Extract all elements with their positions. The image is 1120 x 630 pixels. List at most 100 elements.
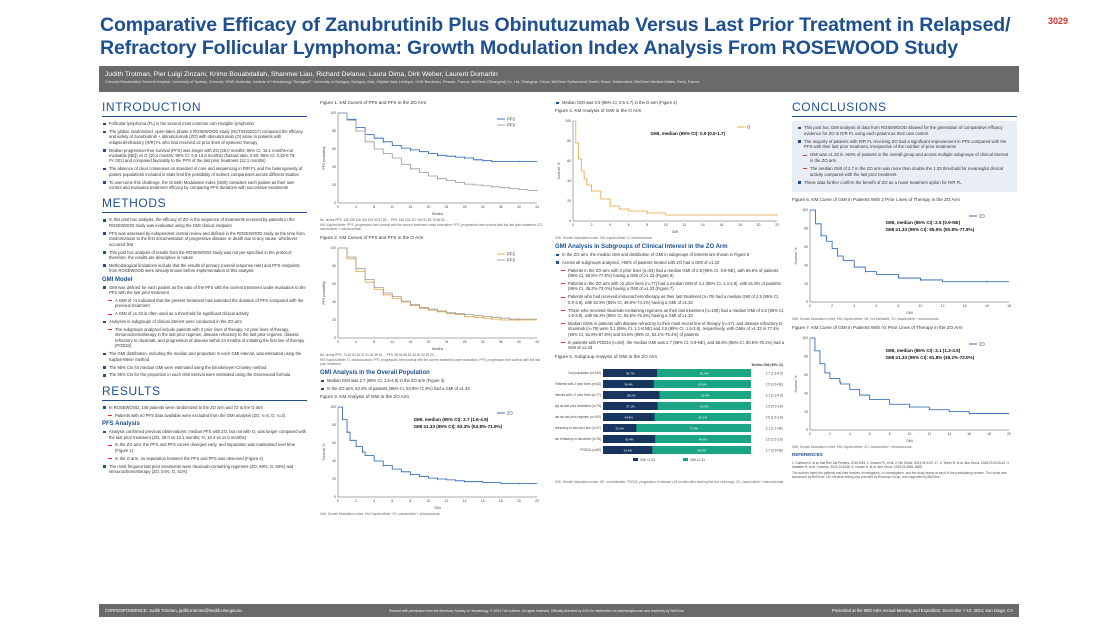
bar-gmi-low-label: 37.1% <box>626 404 635 408</box>
figure-3-caption: Figure 3. KM Analysis of GMI in the ZO A… <box>320 393 410 399</box>
x-axis-label: GMI <box>672 230 678 234</box>
bar-gmi-low-label: 33.4% <box>623 448 632 452</box>
intro-list: Follicular lymphoma (FL) is the second m… <box>102 121 307 190</box>
bullet-item: The most frequent last prior treatments … <box>102 464 307 475</box>
x-tick-label: 40 <box>517 340 521 344</box>
legend-label: PFS <box>507 116 515 121</box>
bar-gmi-high-label: 63.3% <box>700 371 709 375</box>
figure-4-chart: 0 20 40 60 80 100 0 2 4 6 8 10 12 14 16 18 20 22 GMI Surviv… <box>557 119 779 234</box>
figure-5-note: GMI, Growth Modulation Index; NE, not es… <box>555 479 785 484</box>
subgroup-label: Disease refractory to last prior line (n… <box>555 426 601 430</box>
bar-gmi-low <box>603 379 654 388</box>
gmi-annotation: GMI ≥1.33 (95% CI): 65.6% (50.8%-77.8%) <box>886 227 975 232</box>
y-axis-label: Survival, % <box>557 162 561 179</box>
bar-gmi-low <box>603 412 655 421</box>
bullet-item: This post hoc GMI analysis of data from … <box>797 125 1012 136</box>
bullet-item: These data further confirm the benefit o… <box>797 180 1012 186</box>
x-tick-label: 32 <box>481 205 485 209</box>
copyright-notice: Reused with permission from the American… <box>389 608 685 613</box>
y-tick-label: 40 <box>804 263 808 267</box>
bullet-item: Patients in the ZO arm with >2 prior lin… <box>555 281 785 292</box>
x-tick-label: 8 <box>373 340 375 344</box>
bullet-item: The median GMI of 2.7 in the ZO arm was … <box>797 166 1012 177</box>
bar-gmi-high-label: 77.4% <box>689 426 698 430</box>
subgroup-label: Rituximab as last prior regimen (n=100) <box>555 415 601 419</box>
authors: Judith Trotman, Pier Luigi Zinzani, Krim… <box>105 71 498 78</box>
x-axis-label: Months <box>432 347 443 351</box>
bullet-item: To overcome this challenge, the Growth M… <box>102 180 307 191</box>
median-gmi-value: 3.1 (1.1-NE) <box>766 426 783 430</box>
pfs-analysis-heading: PFS Analysis <box>102 421 140 428</box>
references-heading: REFERENCES <box>792 451 823 457</box>
conclusions-box: This post hoc GMI analysis of data from … <box>792 121 1017 192</box>
subgroup-label: Patients with >2 prior lines (n=77) <box>555 393 601 397</box>
bullet-item: The 95% CIs for the proportion in each G… <box>102 372 307 377</box>
x-tick-label: 12 <box>928 432 932 436</box>
x-tick-label: 20 <box>1007 432 1011 436</box>
y-tick-label: 20 <box>804 410 808 414</box>
y-tick-label: 80 <box>804 354 808 358</box>
y-tick-label: 60 <box>804 373 808 377</box>
y-tick-label: 100 <box>802 336 808 340</box>
x-tick-label: 8 <box>409 499 411 503</box>
bullet-item: GMI was ≥1.33 in >60% of patients in the… <box>797 152 1012 163</box>
x-tick-label: 12 <box>390 340 394 344</box>
x-tick-label: 16 <box>985 304 989 308</box>
bullet-item: The absence of clear consensus on standa… <box>102 166 307 177</box>
figure-7-caption: Figure 7. KM Curve of GMI in Patients Wi… <box>792 324 963 330</box>
bullet-item: The global, randomized, open-label, phas… <box>102 129 307 145</box>
y-tick-label: 60 <box>804 245 808 249</box>
x-tick-label: 6 <box>391 499 393 503</box>
bullet-item: In patients with POD24 (n=50), the media… <box>555 340 785 351</box>
x-tick-label: 6 <box>628 223 630 227</box>
conclusions-list: This post hoc GMI analysis of data from … <box>797 125 1012 185</box>
x-tick-label: 4 <box>609 223 611 227</box>
x-tick-label: 10 <box>427 499 431 503</box>
y-axis-label: Survival, % <box>794 247 798 264</box>
bar-gmi-low-label: 34.4% <box>624 382 633 386</box>
x-tick-label: 24 <box>445 205 449 209</box>
x-axis-label: GMI <box>434 506 440 510</box>
x-axis-label: GMI <box>906 311 912 315</box>
subgroup-label: POD24 (n=50) <box>580 448 601 452</box>
x-tick-label: 4 <box>849 432 851 436</box>
x-tick-label: 4 <box>853 304 855 308</box>
median-gmi-value: 2.7 (1.6-4.9) <box>766 371 783 375</box>
gmi-annotation: GMI ≥1.33 (95% CI): 63.3% (53.8%-71.9%) <box>414 424 503 429</box>
subgroup-label: Immunochemotherapy as last prior treatme… <box>555 404 601 408</box>
subgroup-heading: GMI Analysis in Subgroups of Clinical In… <box>555 243 728 250</box>
bullet-item: A GMI of >1 indicated that the present t… <box>102 298 307 309</box>
poster-title-line1: Comparative Efficacy of Zanubrutinib Plu… <box>100 14 1011 36</box>
subgroup-label: Patients with 2 prior lines (n=63) <box>555 382 601 386</box>
x-tick-label: 44 <box>535 205 539 209</box>
y-tick-label: 100 <box>565 119 571 123</box>
bullet-item: PFS was assessed by independent central … <box>102 231 307 247</box>
x-tick-label: 8 <box>889 432 891 436</box>
y-tick-label: 60 <box>567 159 571 163</box>
figure-2-caption: Figure 2. KM Curves of PFS and PFS in th… <box>320 235 424 240</box>
legend-label-high: GMI ≥1.33 <box>690 458 705 462</box>
y-axis-label: PFS probability <box>322 281 326 304</box>
y-tick-label: 20 <box>332 477 336 481</box>
x-tick-label: 44 <box>535 340 539 344</box>
x-tick-label: 18 <box>1007 304 1011 308</box>
gmi-annotation: GMI, median (95% CI): 2.5 (0.9-NE) <box>886 220 961 225</box>
y-tick-label: 100 <box>330 405 336 409</box>
poster-number: 3029 <box>1047 16 1068 26</box>
gmi-model-list: GMI was defined for each patient as the … <box>102 285 307 378</box>
x-tick-label: 18 <box>499 499 503 503</box>
median-gmi-value: 2.5 (0.9-NE) <box>766 382 783 386</box>
x-tick-label: 0 <box>337 340 339 344</box>
bullet-item: Median progression-free survival (PFS) w… <box>102 148 307 164</box>
bullet-item: Median GMIs in patients with disease ref… <box>555 321 785 337</box>
x-tick-label: 14 <box>701 223 705 227</box>
x-tick-label: 2 <box>591 223 593 227</box>
bar-gmi-high <box>659 390 751 399</box>
x-tick-label: 12 <box>682 223 686 227</box>
y-tick-label: 0 <box>806 300 808 304</box>
legend-label: ZO <box>507 410 514 415</box>
y-axis-label: Survival, % <box>322 443 326 460</box>
y-tick-label: 40 <box>332 459 336 463</box>
y-tick-label: 40 <box>567 179 571 183</box>
y-tick-label: 100 <box>330 246 336 250</box>
